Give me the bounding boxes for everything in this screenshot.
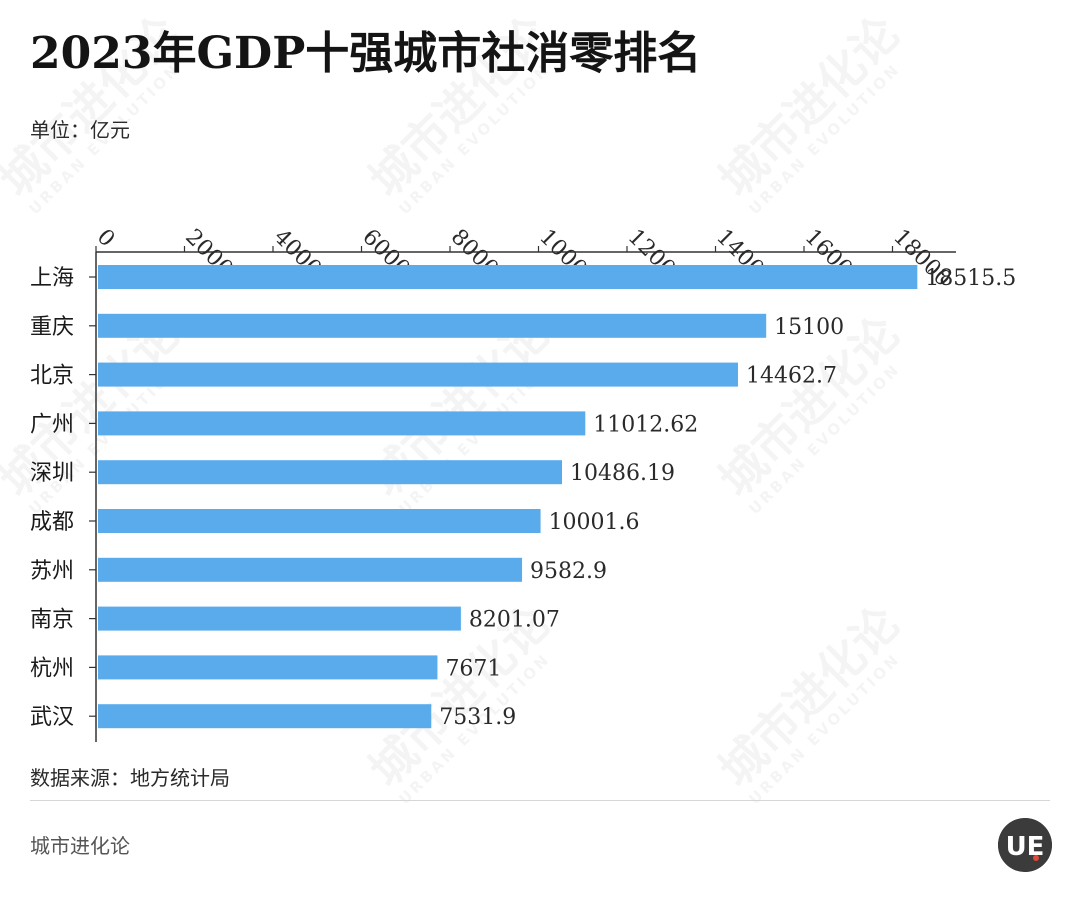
bar-layer: 18515.5 15100 14462.7 11012.62 10486.19 10001… <box>98 265 1016 730</box>
category-label: 广州 <box>30 412 74 437</box>
category-label: 成都 <box>30 510 74 535</box>
category-label: 深圳 <box>30 461 74 486</box>
data-label: 8201.07 <box>469 608 560 633</box>
brand-logo-icon: UE <box>998 818 1052 872</box>
bar <box>98 460 563 485</box>
unit-label: 单位：亿元 <box>30 118 130 142</box>
category-label: 北京 <box>30 364 74 389</box>
divider <box>30 800 1050 801</box>
data-label: 14462.7 <box>746 364 837 389</box>
bar <box>98 313 767 338</box>
bar <box>98 411 586 436</box>
bar <box>98 606 461 631</box>
data-label: 11012.62 <box>593 412 698 437</box>
data-label: 10486.19 <box>570 461 675 486</box>
bar <box>98 704 432 729</box>
data-label: 7671 <box>445 656 501 681</box>
data-label: 10001.6 <box>549 510 640 535</box>
category-label: 重庆 <box>30 315 74 340</box>
category-label: 上海 <box>30 266 74 291</box>
bar <box>98 557 523 582</box>
brand-name: 城市进化论 <box>30 834 130 858</box>
bar <box>98 265 918 289</box>
data-label: 18515.5 <box>925 266 1016 291</box>
data-label: 7531.9 <box>439 705 516 730</box>
bar <box>98 655 438 680</box>
category-label: 武汉 <box>30 705 74 730</box>
data-label: 9582.9 <box>530 559 607 584</box>
data-label: 15100 <box>774 315 844 340</box>
data-source: 数据来源：地方统计局 <box>30 766 230 790</box>
bar <box>98 509 541 533</box>
category-label: 杭州 <box>30 656 74 681</box>
chart-title: 2023年GDP十强城市社消零排名 <box>30 28 702 79</box>
bar-chart: 0 2000 4000 6000 8000 10000 12000 14000 16000 180… <box>30 225 1016 742</box>
bar <box>98 362 738 387</box>
category-label: 苏州 <box>30 559 74 584</box>
category-label: 南京 <box>30 608 74 633</box>
